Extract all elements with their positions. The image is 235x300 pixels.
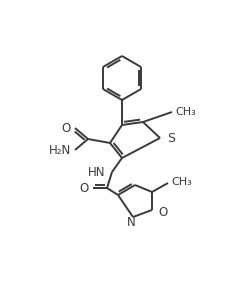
Text: S: S <box>167 131 175 145</box>
Text: O: O <box>62 122 71 134</box>
Text: CH₃: CH₃ <box>175 107 196 117</box>
Text: O: O <box>158 206 167 218</box>
Text: CH₃: CH₃ <box>171 177 192 187</box>
Text: HN: HN <box>87 166 105 178</box>
Text: H₂N: H₂N <box>49 143 71 157</box>
Text: O: O <box>80 182 89 194</box>
Text: N: N <box>127 215 135 229</box>
